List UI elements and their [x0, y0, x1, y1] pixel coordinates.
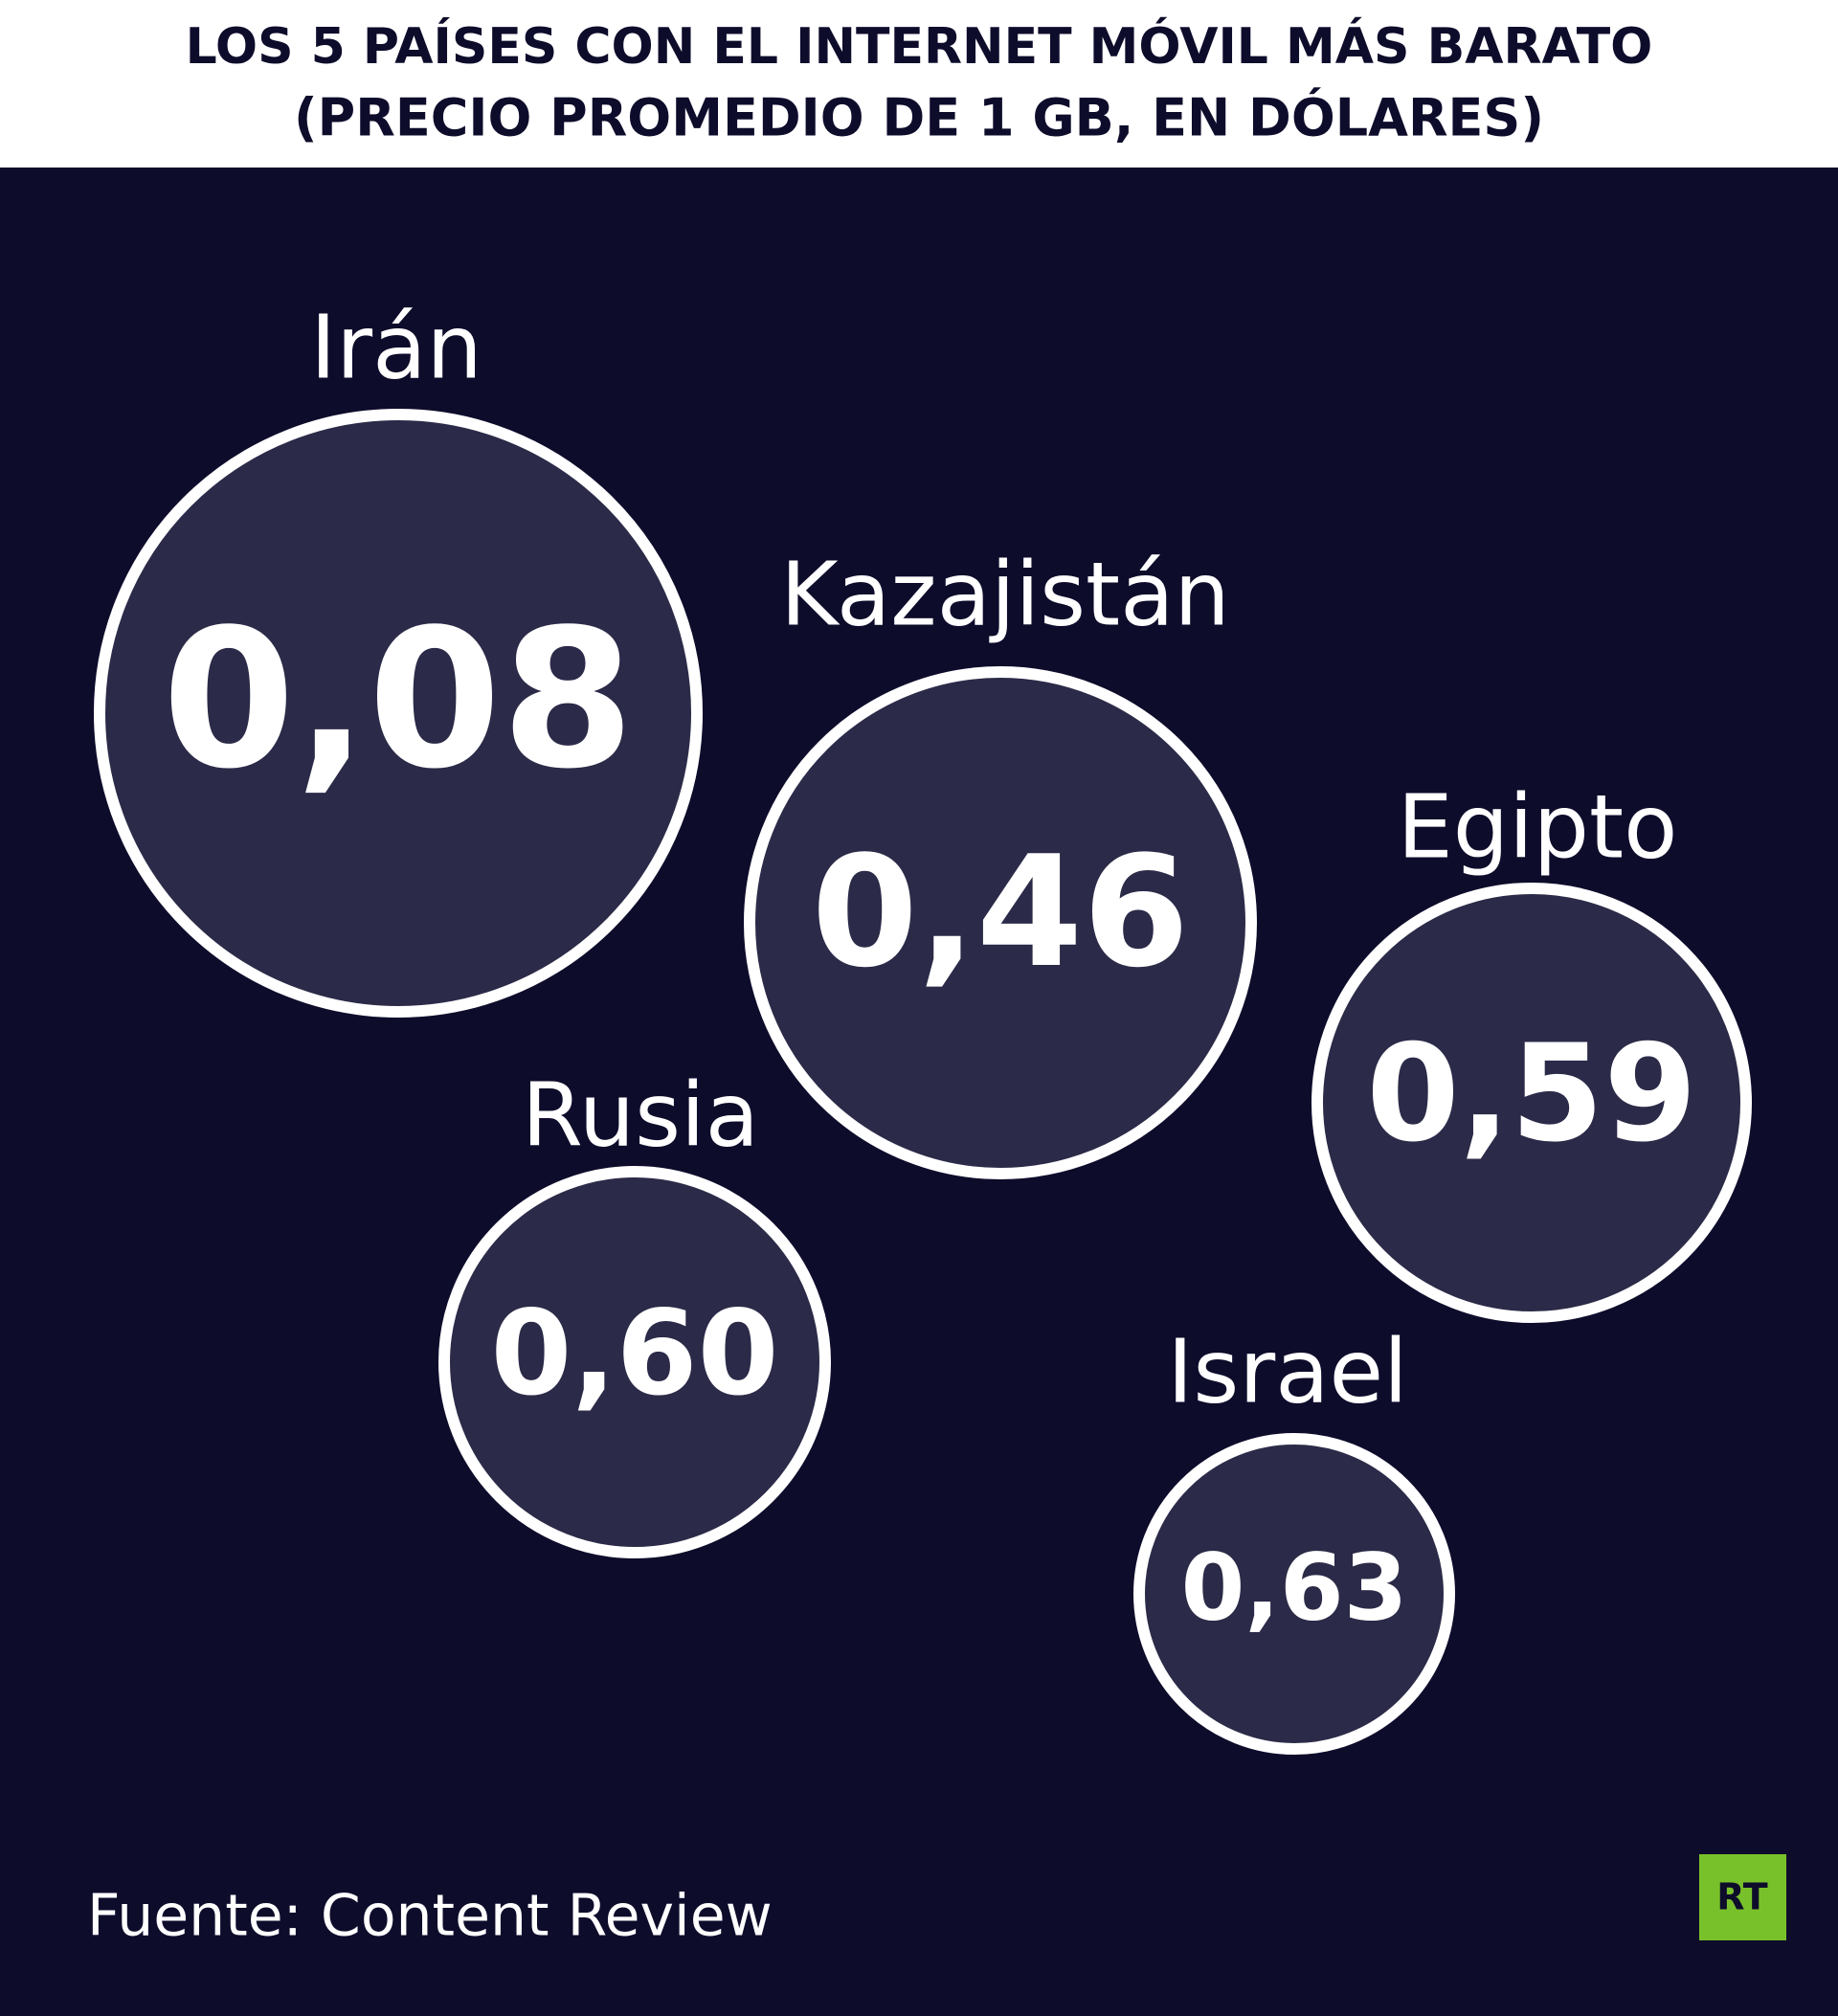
country-label: Rusia — [522, 1064, 759, 1166]
chart-title: LOS 5 PAÍSES CON EL INTERNET MÓVIL MÁS B… — [186, 16, 1653, 76]
value-label: 0,60 — [490, 1286, 778, 1422]
bubble — [744, 666, 1257, 1179]
country-label: Egipto — [1398, 775, 1678, 878]
value-label: 0,08 — [162, 589, 634, 812]
bubble — [438, 1166, 831, 1558]
header-background — [0, 0, 1838, 168]
value-label: 0,63 — [1181, 1534, 1408, 1641]
source: Fuente: Content Review — [87, 1883, 773, 1950]
country-label: Israel — [1167, 1320, 1407, 1422]
bubbles: Irán 0,08 Kazajistán 0,46 Egipto 0,59 Rusia 0,6… — [94, 296, 1752, 1755]
bubble — [1311, 883, 1752, 1323]
value-label: 0,46 — [812, 822, 1190, 1001]
country-label: Irán — [310, 296, 482, 398]
bubble — [94, 409, 703, 1018]
logo-background — [1699, 1854, 1786, 1940]
bubble — [1133, 1433, 1455, 1755]
country-label: Kazajistán — [780, 543, 1230, 645]
value-label: 0,59 — [1366, 1017, 1696, 1173]
chart-subtitle: (PRECIO PROMEDIO DE 1 GB, EN DÓLARES) — [294, 88, 1544, 148]
logo: RT — [1716, 1876, 1768, 1918]
